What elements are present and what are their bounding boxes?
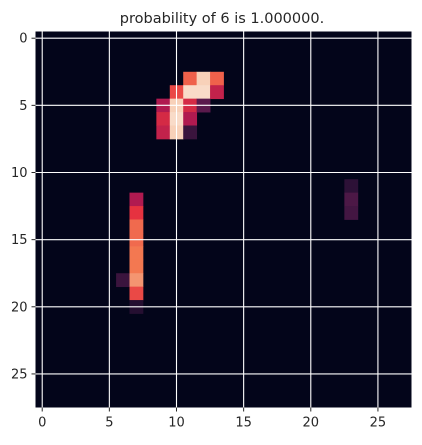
heatmap-cell <box>129 246 144 261</box>
heatmap-cell <box>116 273 130 288</box>
grid-lines <box>35 31 412 408</box>
x-tick-label: 25 <box>370 416 387 431</box>
heatmap-cell <box>129 206 144 220</box>
heatmap-cell <box>196 71 211 86</box>
heatmap-cell <box>156 112 171 126</box>
heatmap-cell <box>183 125 198 140</box>
y-axis: 0 5 10 15 20 25 <box>11 32 36 382</box>
heatmap-cell <box>129 219 144 234</box>
heatmap-cell <box>344 179 359 194</box>
heatmap-cell <box>156 125 171 140</box>
y-tick-label: 15 <box>11 233 28 248</box>
y-tick-label: 25 <box>11 367 28 382</box>
heatmap-cell <box>344 192 359 207</box>
heatmap-cell <box>129 273 144 288</box>
heatmap-cell <box>183 85 198 100</box>
heatmap-cell <box>210 71 224 86</box>
heatmap-cell <box>129 192 144 207</box>
plot-area <box>35 31 412 408</box>
y-tick-label: 10 <box>11 166 28 181</box>
heatmap-cell <box>344 206 359 220</box>
heatmap-cell <box>183 112 198 126</box>
x-tick-label: 0 <box>38 416 46 431</box>
heatmap-cell <box>183 71 198 86</box>
y-tick-label: 5 <box>19 99 27 114</box>
y-tick-label: 20 <box>11 300 28 315</box>
chart-title: probability of 6 is 1.000000. <box>120 11 324 27</box>
heatmap-cell <box>129 286 144 301</box>
x-tick-label: 10 <box>168 416 185 431</box>
heatmap-cell <box>196 85 211 100</box>
x-tick-label: 5 <box>105 416 113 431</box>
heatmap-cell <box>210 85 224 100</box>
y-tick-label: 0 <box>19 32 27 47</box>
x-tick-label: 20 <box>303 416 320 431</box>
x-tick-label: 15 <box>235 416 252 431</box>
heatmap-cell <box>129 259 144 274</box>
x-axis: 0 5 10 15 20 25 <box>38 407 387 431</box>
